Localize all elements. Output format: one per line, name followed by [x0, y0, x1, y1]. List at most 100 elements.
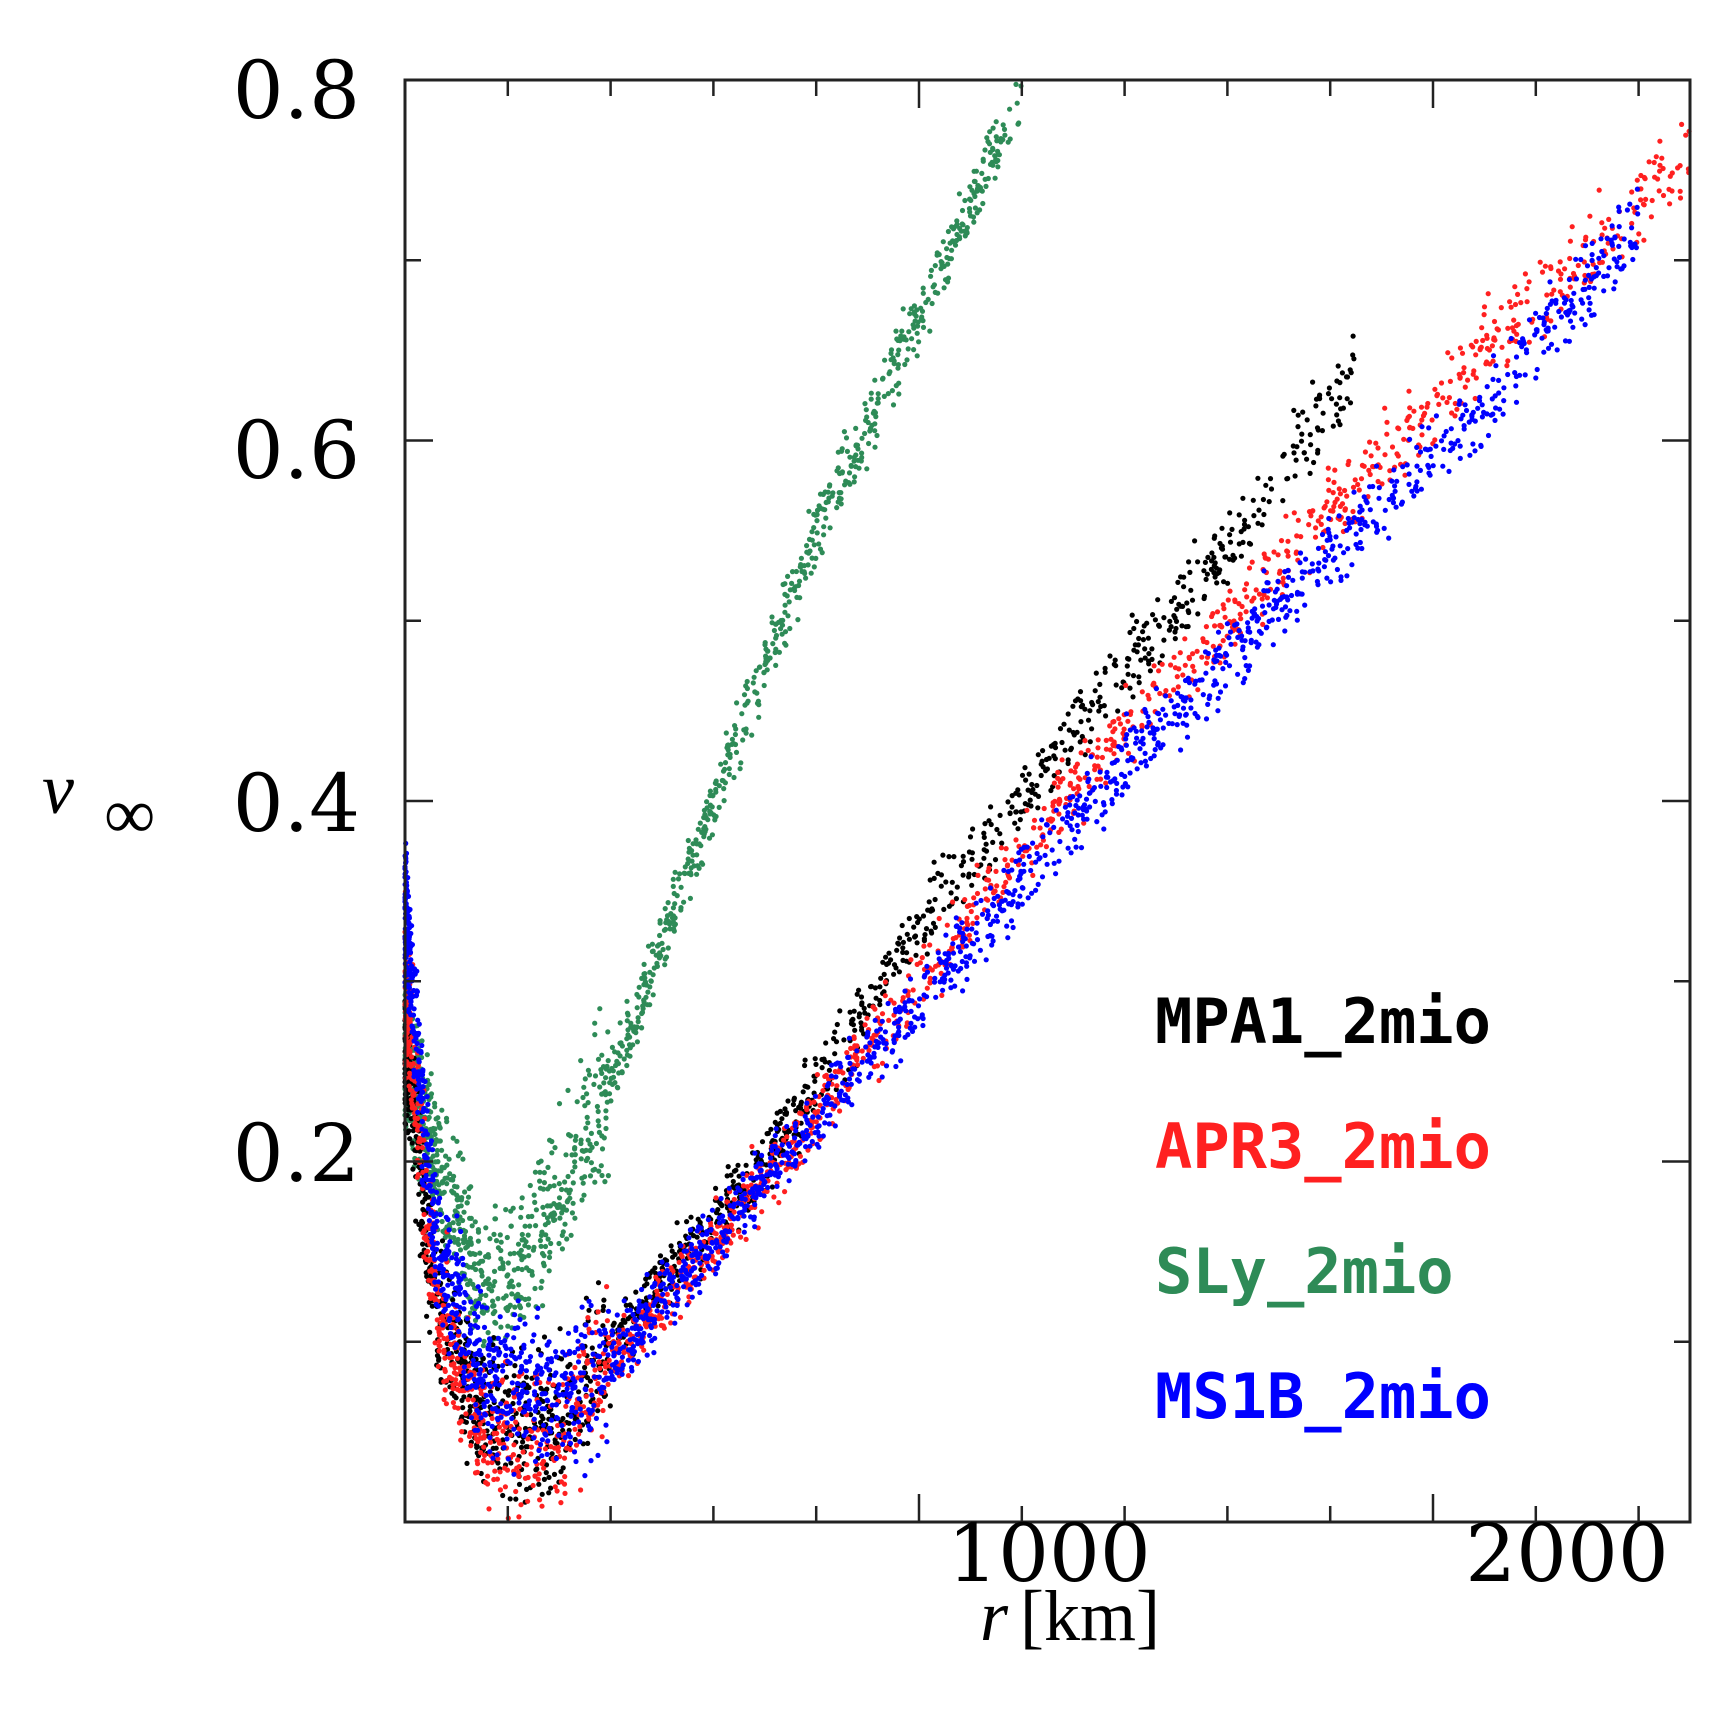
data-point [600, 1307, 606, 1313]
data-point [911, 924, 917, 930]
data-point [757, 664, 763, 670]
data-point [904, 931, 910, 937]
data-point [503, 1305, 509, 1311]
data-point [793, 568, 800, 575]
data-point [1667, 201, 1673, 207]
data-point [1544, 292, 1550, 298]
data-point [704, 799, 710, 805]
data-point [979, 188, 985, 194]
data-point [529, 1272, 535, 1278]
data-point [477, 1435, 483, 1441]
data-point [1127, 629, 1133, 636]
data-point [1220, 602, 1226, 608]
data-point [1578, 256, 1584, 263]
data-point [1634, 177, 1640, 183]
data-point [515, 1457, 521, 1463]
data-point [518, 1247, 524, 1253]
data-point [549, 1451, 555, 1457]
data-point [703, 826, 709, 832]
data-point [599, 1052, 605, 1058]
data-point [853, 442, 859, 448]
data-point [462, 1359, 468, 1365]
data-point [867, 428, 873, 434]
data-point [634, 991, 640, 998]
data-point [695, 826, 701, 832]
data-point [1499, 344, 1505, 350]
data-point [676, 1259, 682, 1265]
data-point [1152, 747, 1158, 753]
data-point [424, 1256, 430, 1263]
data-point [487, 1236, 493, 1242]
data-point [681, 899, 687, 905]
data-point [1166, 693, 1172, 699]
data-point [1379, 481, 1385, 487]
data-point [1283, 513, 1289, 519]
data-point [798, 1111, 805, 1117]
data-point [1325, 477, 1331, 483]
data-point [654, 1288, 660, 1294]
data-point [640, 1003, 646, 1009]
data-point [1422, 410, 1428, 416]
data-point [567, 1361, 573, 1368]
data-point [412, 1120, 418, 1126]
data-point [436, 1270, 442, 1276]
data-point [741, 692, 748, 698]
data-point [696, 865, 702, 871]
data-point [1038, 772, 1044, 779]
data-point [1203, 576, 1209, 583]
data-point [419, 1218, 425, 1224]
data-point [899, 922, 905, 929]
data-point [1245, 524, 1251, 530]
data-point [764, 667, 770, 673]
data-point [1539, 335, 1545, 341]
data-point [1596, 187, 1602, 193]
data-point [528, 1412, 534, 1418]
data-point [593, 1140, 600, 1147]
data-point [770, 641, 776, 647]
data-point [1005, 139, 1011, 145]
data-point [904, 357, 910, 363]
data-point [1045, 817, 1051, 823]
data-point [428, 1071, 434, 1077]
data-point [1127, 711, 1133, 718]
data-point [504, 1467, 511, 1473]
data-point [876, 1077, 882, 1084]
data-point [461, 1209, 467, 1215]
data-point [825, 489, 831, 495]
data-point [621, 1350, 627, 1356]
data-point [749, 1171, 755, 1177]
data-point [582, 1076, 588, 1082]
data-point [1178, 603, 1184, 609]
data-point [1325, 465, 1331, 471]
data-point [436, 1182, 442, 1188]
data-point [472, 1219, 478, 1225]
data-point [1249, 598, 1255, 604]
data-point [595, 1408, 601, 1414]
data-point [709, 832, 716, 838]
data-point [477, 1296, 483, 1302]
data-point [593, 1415, 600, 1421]
data-point [1107, 723, 1113, 729]
data-point [475, 1314, 481, 1320]
data-point [854, 1057, 860, 1063]
data-point [578, 1058, 584, 1064]
data-point [686, 845, 693, 851]
data-point [1596, 255, 1602, 261]
data-point [1461, 365, 1467, 371]
data-point [970, 214, 977, 220]
data-point [943, 879, 949, 885]
data-point [559, 1186, 565, 1193]
data-point [913, 952, 919, 958]
data-point [1366, 467, 1372, 473]
data-point [547, 1183, 553, 1189]
data-point [1519, 344, 1525, 350]
data-point [856, 1071, 863, 1077]
data-point [558, 1479, 565, 1485]
data-point [987, 129, 993, 135]
data-point [819, 1065, 825, 1071]
data-point [803, 575, 809, 581]
data-point [595, 1118, 601, 1124]
data-point [913, 313, 919, 319]
data-point [1345, 515, 1351, 522]
data-point [953, 935, 959, 941]
